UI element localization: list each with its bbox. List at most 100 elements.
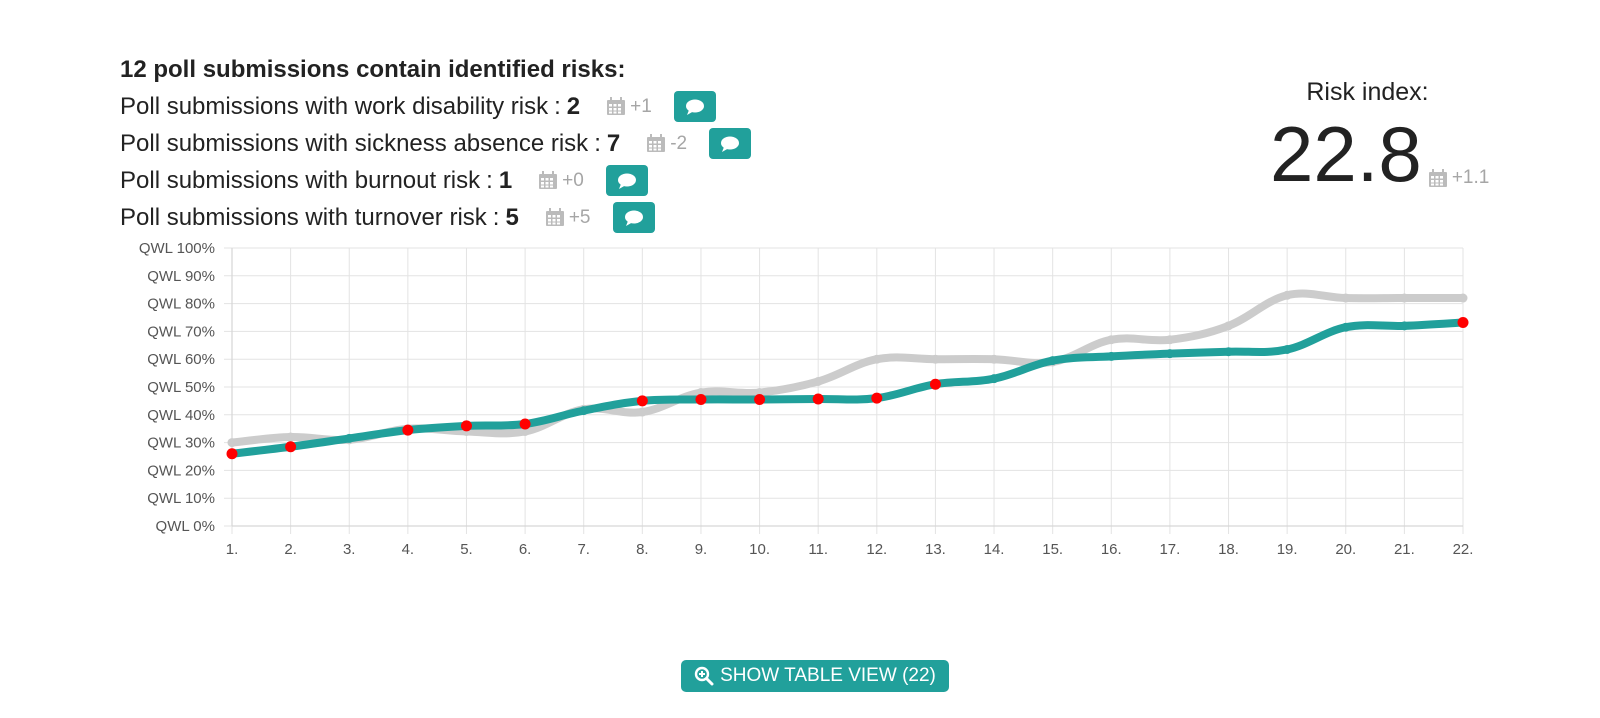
y-tick-label: QWL 60% (147, 351, 215, 368)
risk-row-label: Poll submissions with turnover risk (120, 204, 487, 231)
calendar-icon (647, 134, 666, 152)
x-tick-label: 22. (1453, 541, 1474, 558)
show-table-view-button[interactable]: SHOW TABLE VIEW (22) (681, 660, 949, 692)
data-point (344, 433, 354, 443)
data-point (637, 407, 647, 417)
data-point (1165, 349, 1175, 359)
risk-data-point (695, 394, 707, 406)
risk-data-point (636, 395, 648, 407)
y-tick-label: QWL 40% (147, 407, 215, 424)
risk-row-separator: : (594, 130, 601, 157)
x-tick-label: 20. (1335, 541, 1356, 558)
x-tick-label: 7. (577, 541, 590, 558)
risk-row-delta: -2 (646, 125, 687, 162)
risk-row-delta-value: +5 (568, 207, 591, 228)
data-point (813, 376, 823, 386)
data-point (286, 432, 296, 442)
comment-icon (624, 210, 643, 226)
risk-data-point (460, 420, 472, 432)
risk-row-delta: +0 (538, 162, 584, 199)
risk-row-label: Poll submissions with burnout risk (120, 167, 481, 194)
x-tick-label: 21. (1394, 541, 1415, 558)
risk-data-point (1457, 317, 1469, 329)
calendar-icon (607, 97, 626, 115)
x-tick-label: 16. (1101, 541, 1122, 558)
risk-index-delta: +1.1 (1428, 167, 1489, 189)
risk-row-delta: +1 (606, 88, 652, 125)
series-line (228, 318, 1467, 458)
summary-title: 12 poll submissions contain identified r… (120, 56, 626, 83)
x-tick-label: 9. (695, 541, 708, 558)
data-point (1282, 344, 1292, 354)
risk-row-separator: : (492, 204, 500, 231)
y-tick-label: QWL 100% (139, 240, 215, 257)
risk-row-separator: : (554, 93, 561, 120)
data-point (930, 354, 940, 364)
x-tick-label: 6. (519, 541, 532, 558)
data-point (1224, 347, 1234, 357)
y-tick-label: QWL 30% (147, 435, 215, 452)
comment-button[interactable] (709, 128, 752, 159)
data-point (1399, 293, 1409, 303)
x-tick-label: 17. (1159, 541, 1180, 558)
calendar-icon (545, 208, 564, 226)
x-tick-label: 19. (1277, 541, 1298, 558)
risk-index-label: Risk index: (1306, 78, 1429, 106)
risk-index-panel: Risk index: 22.8 +1.1 (1270, 78, 1510, 199)
risk-row: Poll submissions with sickness absence r… (120, 125, 752, 162)
series-line (228, 289, 1467, 447)
x-tick-label: 1. (226, 541, 239, 558)
data-point (1165, 335, 1175, 345)
data-point (989, 354, 999, 364)
comment-button[interactable] (605, 165, 648, 196)
qwl-line-chart: QWL 0% QWL 10% QWL 20% QWL 30% QWL 40% QWL 50… (139, 240, 1474, 558)
risk-row-label: Poll submissions with sickness absence r… (120, 130, 589, 157)
data-point (1341, 322, 1351, 332)
x-tick-label: 12. (866, 541, 887, 558)
data-point (1399, 321, 1409, 331)
risk-row: Poll submissions with burnout risk:1 +0 (120, 162, 751, 199)
risk-data-point (754, 394, 766, 406)
data-point (872, 354, 882, 364)
data-point (227, 438, 237, 448)
x-tick-label: 11. (808, 541, 828, 558)
x-tick-label: 14. (984, 541, 1005, 558)
y-tick-label: QWL 90% (147, 268, 215, 285)
risk-data-point (929, 378, 941, 390)
comment-button[interactable] (612, 202, 655, 233)
x-tick-label: 8. (636, 541, 649, 558)
risk-data-point (285, 441, 297, 453)
risk-index-value: 22.8 (1270, 110, 1422, 198)
x-tick-label: 5. (460, 541, 473, 558)
data-point (1106, 335, 1116, 345)
x-tick-label: 4. (402, 541, 415, 558)
calendar-icon (539, 171, 558, 189)
data-point (1282, 290, 1292, 300)
zoom-in-icon (694, 666, 714, 686)
show-table-view-label: SHOW TABLE VIEW (22) (720, 665, 936, 686)
risk-data-point (871, 392, 883, 404)
comment-icon (617, 173, 636, 189)
y-tick-label: QWL 50% (147, 379, 215, 396)
comment-button[interactable] (673, 91, 716, 122)
data-point (1341, 293, 1351, 303)
x-tick-label: 15. (1042, 541, 1063, 558)
risk-data-point (519, 418, 531, 430)
data-point (1224, 321, 1234, 331)
risk-data-point (812, 393, 824, 405)
risk-row-separator: : (486, 167, 493, 194)
risk-row-count: 5 (505, 204, 519, 231)
data-point (989, 374, 999, 384)
data-point (1048, 356, 1058, 366)
data-point (1458, 293, 1468, 303)
data-point (1106, 351, 1116, 361)
risk-row: Poll submissions with turnover risk:5 +5 (120, 199, 751, 236)
data-point (579, 406, 589, 416)
risk-data-point (402, 424, 414, 436)
risk-row-count: 2 (566, 93, 581, 120)
data-point (520, 426, 530, 436)
x-tick-label: 18. (1218, 541, 1239, 558)
y-tick-label: QWL 80% (147, 296, 215, 313)
risk-row-delta-value: +0 (562, 170, 584, 191)
risk-row-delta-value: -2 (670, 133, 688, 154)
